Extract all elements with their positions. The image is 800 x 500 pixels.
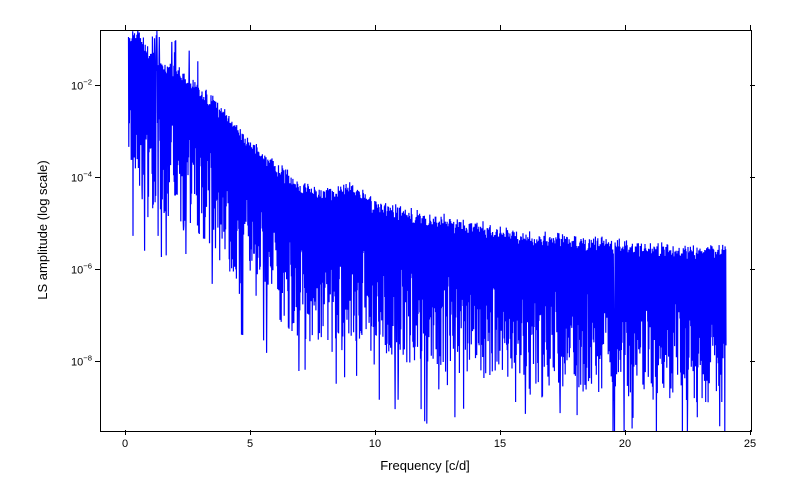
x-tick-mark <box>625 430 626 435</box>
x-tick-mark <box>375 430 376 435</box>
y-tick-mark <box>750 361 755 362</box>
x-tick-mark <box>375 25 376 30</box>
x-tick-mark <box>625 25 626 30</box>
y-tick-mark <box>95 361 100 362</box>
y-tick-label: 10−6 <box>60 262 92 277</box>
x-tick-label: 25 <box>744 438 756 450</box>
x-tick-label: 0 <box>122 438 128 450</box>
x-tick-label: 15 <box>494 438 506 450</box>
y-tick-mark <box>750 85 755 86</box>
y-tick-label: 10−4 <box>60 170 92 185</box>
y-tick-label: 10−8 <box>60 354 92 369</box>
x-tick-label: 20 <box>619 438 631 450</box>
x-tick-label: 5 <box>247 438 253 450</box>
x-tick-mark <box>250 430 251 435</box>
x-tick-mark <box>750 430 751 435</box>
y-axis-label: LS amplitude (log scale) <box>35 140 50 320</box>
x-tick-mark <box>500 430 501 435</box>
y-tick-mark <box>95 269 100 270</box>
y-tick-mark <box>750 177 755 178</box>
x-tick-mark <box>125 430 126 435</box>
plot-area <box>100 30 752 432</box>
y-tick-mark <box>95 177 100 178</box>
periodogram-trace <box>129 31 727 431</box>
x-tick-mark <box>125 25 126 30</box>
x-tick-mark <box>750 25 751 30</box>
x-axis-label: Frequency [c/d] <box>345 458 505 473</box>
x-tick-label: 10 <box>369 438 381 450</box>
x-tick-mark <box>250 25 251 30</box>
x-tick-mark <box>500 25 501 30</box>
periodogram-line <box>101 31 751 431</box>
y-tick-mark <box>750 269 755 270</box>
periodogram-figure: Frequency [c/d] LS amplitude (log scale)… <box>0 0 800 500</box>
y-tick-mark <box>95 85 100 86</box>
y-tick-label: 10−2 <box>60 78 92 93</box>
